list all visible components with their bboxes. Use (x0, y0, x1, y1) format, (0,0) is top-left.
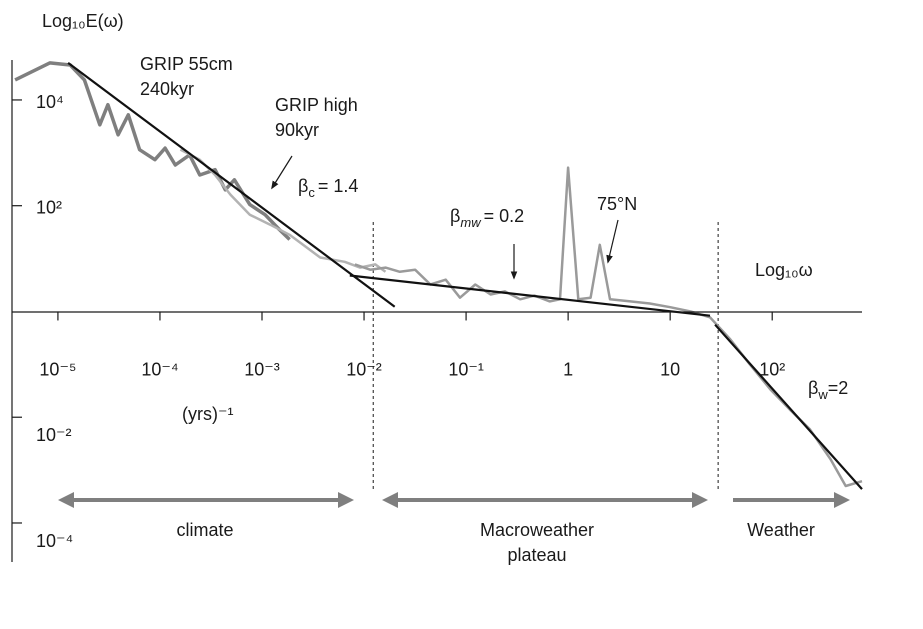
x-tick-label: 1 (563, 359, 573, 379)
y-axis-label: Log₁₀E(ω) (42, 11, 124, 31)
series-label: GRIP 55cm (140, 54, 233, 74)
slope-symbol: β (808, 378, 818, 398)
y-tick-label: 10⁴ (36, 92, 64, 112)
x-unit: (yrs)⁻¹ (182, 404, 233, 424)
slope-value: =2 (828, 378, 849, 398)
slope-symbol: β (450, 206, 460, 226)
slope-label: βc = 1.4 (298, 176, 358, 200)
pointer (271, 155, 293, 190)
slope-symbol: β (298, 176, 308, 196)
x-tick-label: 10⁻⁴ (141, 359, 178, 379)
region-label: plateau (507, 545, 566, 565)
x-tick-label: 10⁻² (346, 359, 382, 379)
region-label: Macroweather (480, 520, 594, 540)
y-tick-label: 10⁻² (36, 425, 72, 445)
slope-sub: mw (460, 215, 482, 230)
series-line (14, 61, 291, 241)
x-tick-label: 10⁻³ (244, 359, 280, 379)
series-label: 75°N (597, 194, 637, 214)
region-label: Weather (747, 520, 815, 540)
x-tick-label: 10² (759, 359, 785, 379)
fit-line (349, 274, 711, 317)
slope-sub: c (308, 185, 315, 200)
annotation: 240kyr (140, 79, 194, 99)
series-label: GRIP high (275, 95, 358, 115)
slope-label: βw=2 (808, 378, 848, 402)
series-line (179, 148, 387, 273)
fit-line (67, 62, 396, 308)
axes (11, 60, 862, 562)
y-tick-label: 10² (36, 198, 62, 218)
y-tick-label: 10⁻⁴ (36, 531, 73, 551)
x-tick-label: 10⁻⁵ (39, 359, 76, 379)
slope-label: βmw = 0.2 (450, 206, 524, 230)
x-tick-label: 10 (660, 359, 680, 379)
fit-line (714, 323, 863, 490)
x-axis-label: Log₁₀ω (755, 260, 813, 280)
region-label: climate (176, 520, 233, 540)
pointer (606, 219, 619, 264)
series-line (354, 166, 863, 488)
slope-value: = 1.4 (318, 176, 359, 196)
annotation: 90kyr (275, 120, 319, 140)
plot-layer (14, 61, 863, 492)
slope-value: = 0.2 (484, 206, 525, 226)
x-tick-label: 10⁻¹ (448, 359, 484, 379)
slope-sub: w (817, 387, 828, 402)
